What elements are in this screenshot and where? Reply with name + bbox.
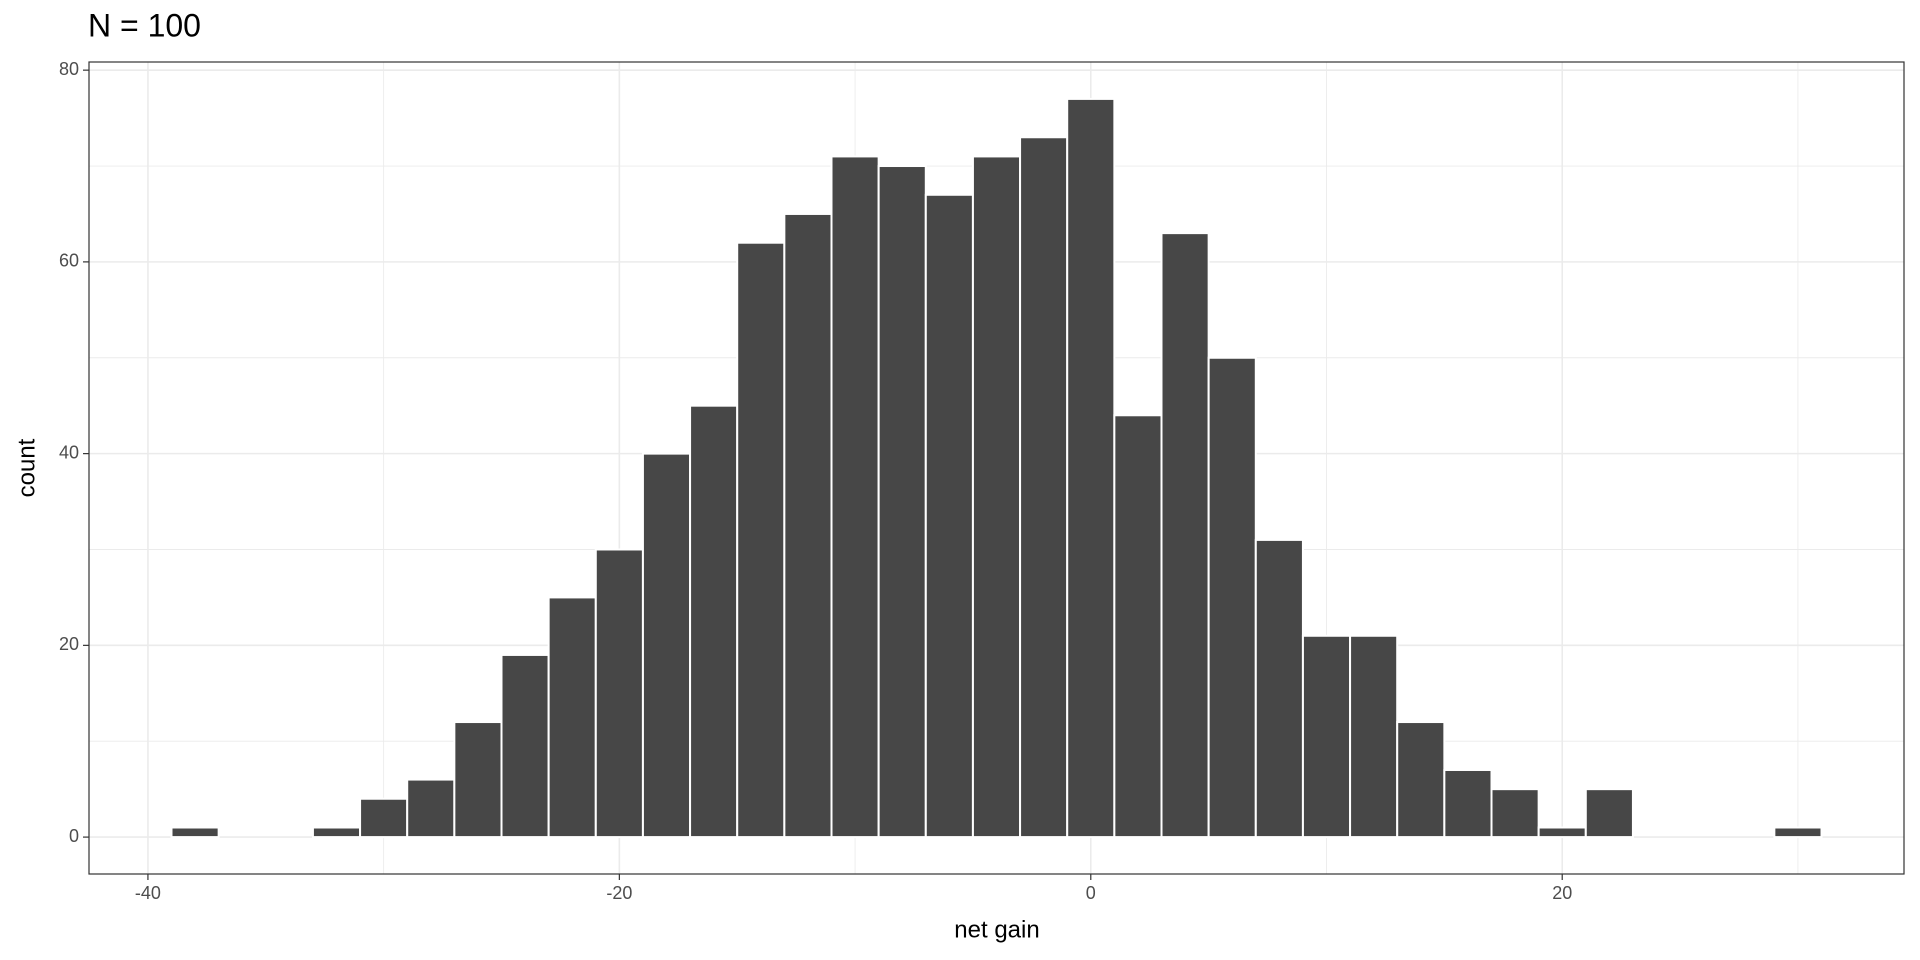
- bar: [311, 826, 362, 839]
- bar: [1207, 356, 1257, 839]
- bar: [971, 155, 1022, 839]
- bar: [1537, 826, 1587, 839]
- bar: [594, 548, 644, 839]
- bar: [547, 596, 597, 839]
- x-tick-label: 20: [1552, 883, 1572, 903]
- bar: [1490, 788, 1540, 839]
- x-tick-label: -40: [135, 883, 161, 903]
- bar: [1254, 538, 1304, 839]
- bar: [1349, 634, 1399, 839]
- x-axis-label: net gain: [954, 916, 1039, 943]
- bar: [924, 193, 974, 839]
- bar: [1019, 136, 1069, 839]
- chart-title: N = 100: [88, 7, 201, 43]
- bar: [1301, 634, 1352, 839]
- bar: [830, 155, 880, 839]
- bar: [359, 797, 409, 839]
- y-tick-label: 60: [59, 251, 79, 271]
- bar: [1773, 826, 1823, 839]
- bar: [406, 778, 456, 839]
- y-tick-label: 80: [59, 59, 79, 79]
- plot-border: [88, 61, 1905, 875]
- x-tick-label: 0: [1086, 883, 1096, 903]
- bar: [877, 165, 927, 839]
- bar: [500, 653, 550, 839]
- bar: [689, 404, 739, 839]
- y-axis-label: count: [13, 438, 40, 497]
- bar: [170, 826, 220, 839]
- bar: [1396, 721, 1446, 839]
- bar: [453, 721, 503, 839]
- bar: [1160, 232, 1210, 839]
- y-tick-label: 0: [69, 826, 79, 846]
- bar: [1113, 414, 1163, 839]
- y-tick-label: 40: [59, 442, 79, 462]
- y-tick-label: 20: [59, 634, 79, 654]
- bar: [1066, 97, 1116, 839]
- x-tick-label: -20: [606, 883, 632, 903]
- bar: [641, 452, 692, 839]
- bar: [783, 212, 833, 839]
- bar: [1584, 788, 1634, 839]
- bar: [1443, 768, 1493, 839]
- bar: [736, 241, 786, 839]
